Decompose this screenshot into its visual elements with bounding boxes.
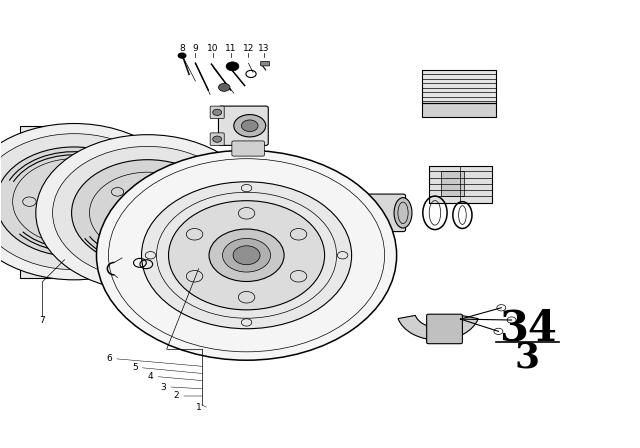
FancyBboxPatch shape [422, 103, 495, 117]
Text: 3: 3 [161, 383, 166, 392]
Circle shape [72, 159, 223, 266]
Text: 13: 13 [258, 44, 269, 53]
Text: 34: 34 [499, 308, 557, 350]
FancyBboxPatch shape [427, 314, 463, 344]
Text: 12: 12 [243, 44, 254, 53]
Circle shape [61, 192, 88, 211]
Circle shape [241, 120, 258, 132]
FancyBboxPatch shape [232, 141, 264, 156]
Circle shape [97, 151, 397, 360]
Wedge shape [398, 315, 478, 340]
Circle shape [49, 185, 99, 219]
Circle shape [226, 62, 239, 71]
Circle shape [212, 136, 221, 142]
FancyBboxPatch shape [429, 166, 492, 202]
Circle shape [0, 124, 186, 280]
Circle shape [168, 201, 324, 310]
Text: 9: 9 [193, 44, 198, 53]
FancyBboxPatch shape [365, 194, 406, 232]
Text: 11: 11 [225, 44, 236, 53]
Circle shape [123, 196, 172, 230]
FancyBboxPatch shape [442, 171, 464, 196]
Circle shape [36, 135, 259, 291]
Circle shape [218, 83, 230, 91]
FancyBboxPatch shape [210, 106, 224, 119]
Text: 3: 3 [515, 341, 540, 375]
Polygon shape [20, 126, 90, 278]
Circle shape [134, 203, 161, 222]
Text: 10: 10 [207, 44, 218, 53]
Circle shape [177, 52, 186, 59]
Circle shape [0, 134, 172, 270]
Circle shape [0, 147, 152, 256]
Circle shape [212, 109, 221, 116]
Circle shape [223, 238, 271, 272]
Circle shape [233, 246, 260, 265]
Circle shape [234, 115, 266, 137]
FancyBboxPatch shape [422, 70, 495, 103]
Text: 8: 8 [180, 44, 186, 53]
FancyBboxPatch shape [210, 133, 224, 146]
Text: 4: 4 [148, 372, 154, 381]
Circle shape [141, 182, 351, 329]
Text: 6: 6 [106, 354, 112, 363]
Text: 1: 1 [196, 403, 202, 412]
Text: 2: 2 [173, 392, 179, 401]
Text: 7: 7 [39, 315, 45, 324]
Circle shape [209, 229, 284, 281]
Ellipse shape [394, 198, 412, 228]
FancyBboxPatch shape [260, 61, 269, 66]
Text: 5: 5 [132, 363, 138, 372]
FancyBboxPatch shape [218, 106, 268, 146]
Circle shape [52, 146, 243, 279]
